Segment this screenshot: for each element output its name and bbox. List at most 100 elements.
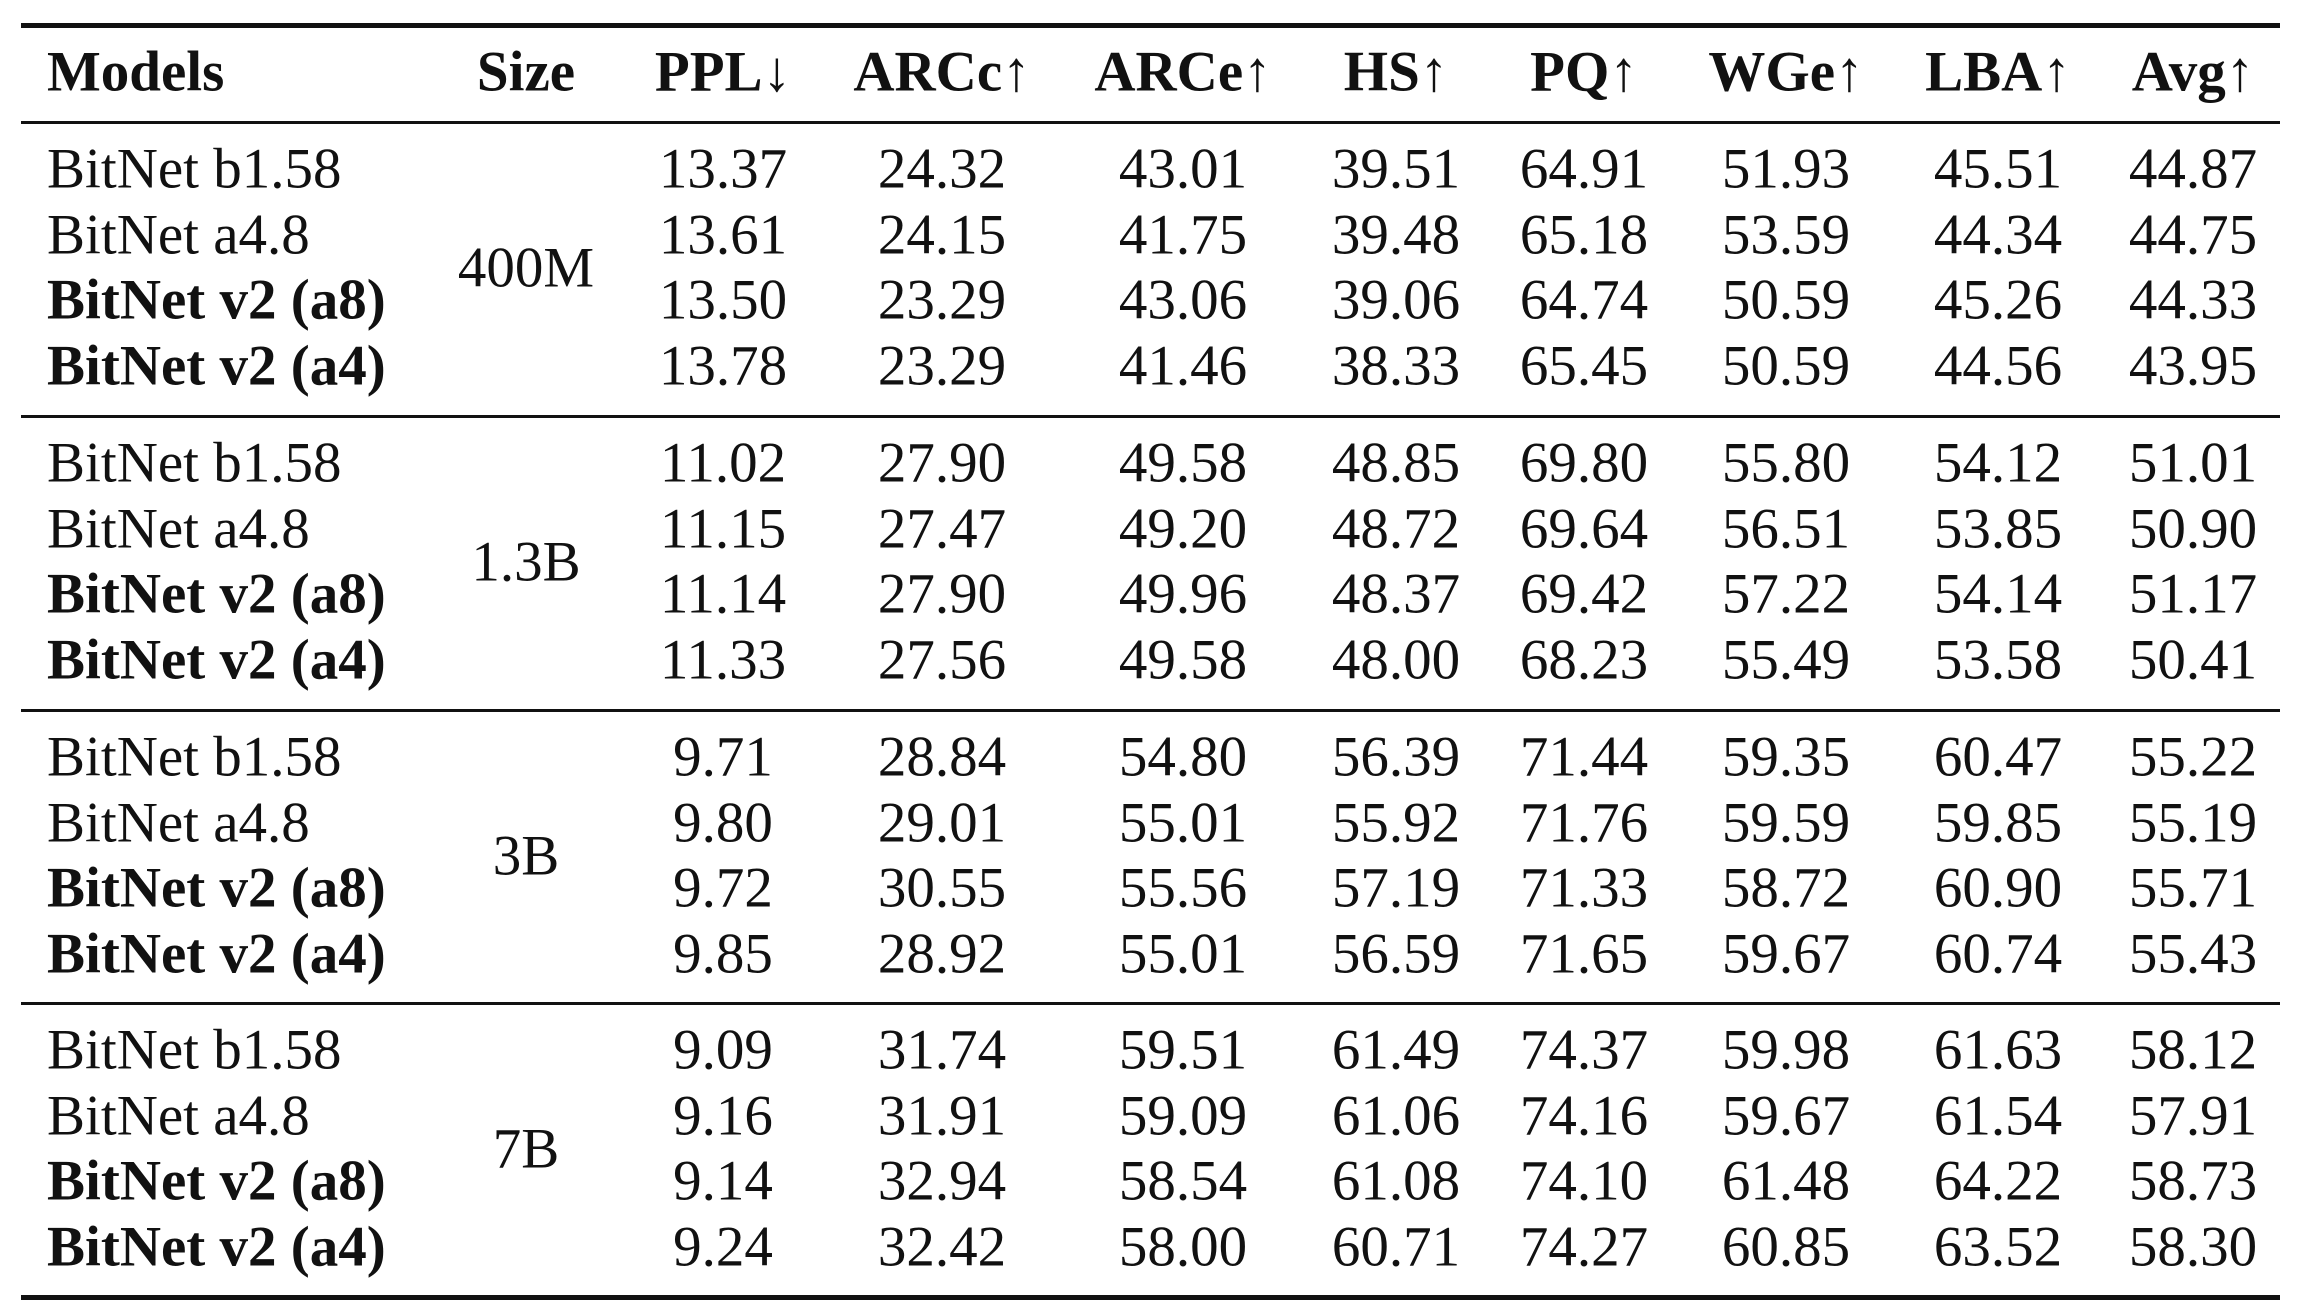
value-cell: 28.92 bbox=[877, 922, 1007, 986]
value-cell: 44.34 bbox=[1933, 203, 2063, 267]
value-cell: 71.76 bbox=[1519, 791, 1649, 855]
model-cell: BitNet v2 (a8) bbox=[47, 1149, 386, 1213]
header-cell: HS↑ bbox=[1343, 40, 1449, 104]
value-cell: 23.29 bbox=[877, 268, 1007, 332]
size-cell: 7B bbox=[492, 1117, 560, 1181]
value-cell: 58.72 bbox=[1721, 856, 1851, 920]
value-cell: 74.10 bbox=[1519, 1149, 1649, 1213]
value-cell: 27.90 bbox=[877, 562, 1007, 626]
value-cell: 55.43 bbox=[2128, 922, 2258, 986]
value-cell: 59.59 bbox=[1721, 791, 1851, 855]
value-cell: 55.22 bbox=[2128, 725, 2258, 789]
value-cell: 61.49 bbox=[1331, 1018, 1461, 1082]
rule bbox=[21, 22, 2280, 28]
value-cell: 57.91 bbox=[2128, 1084, 2258, 1148]
value-cell: 65.45 bbox=[1519, 334, 1649, 398]
value-cell: 50.59 bbox=[1721, 334, 1851, 398]
value-cell: 59.35 bbox=[1721, 725, 1851, 789]
value-cell: 71.65 bbox=[1519, 922, 1649, 986]
model-cell: BitNet a4.8 bbox=[47, 791, 310, 855]
value-cell: 57.22 bbox=[1721, 562, 1851, 626]
value-cell: 11.15 bbox=[659, 497, 787, 561]
model-cell: BitNet v2 (a4) bbox=[47, 922, 386, 986]
value-cell: 43.01 bbox=[1118, 137, 1248, 201]
value-cell: 27.47 bbox=[877, 497, 1007, 561]
header-cell: PQ↑ bbox=[1530, 40, 1638, 104]
header-cell: LBA↑ bbox=[1925, 40, 2071, 104]
value-cell: 49.20 bbox=[1118, 497, 1248, 561]
value-cell: 31.91 bbox=[877, 1084, 1007, 1148]
value-cell: 56.51 bbox=[1721, 497, 1851, 561]
value-cell: 49.58 bbox=[1118, 628, 1248, 692]
value-cell: 56.39 bbox=[1331, 725, 1461, 789]
value-cell: 64.22 bbox=[1933, 1149, 2063, 1213]
value-cell: 58.12 bbox=[2128, 1018, 2258, 1082]
value-cell: 48.00 bbox=[1331, 628, 1461, 692]
value-cell: 74.27 bbox=[1519, 1215, 1649, 1279]
value-cell: 60.71 bbox=[1331, 1215, 1461, 1279]
value-cell: 9.85 bbox=[673, 922, 773, 986]
model-cell: BitNet v2 (a4) bbox=[47, 1215, 386, 1279]
size-cell: 3B bbox=[492, 824, 560, 888]
size-cell: 1.3B bbox=[471, 530, 581, 594]
model-cell: BitNet b1.58 bbox=[47, 431, 342, 495]
rule bbox=[21, 1001, 2280, 1005]
value-cell: 54.80 bbox=[1118, 725, 1248, 789]
rule bbox=[21, 414, 2280, 418]
value-cell: 53.59 bbox=[1721, 203, 1851, 267]
value-cell: 50.41 bbox=[2128, 628, 2258, 692]
value-cell: 59.85 bbox=[1933, 791, 2063, 855]
header-cell: Avg↑ bbox=[2131, 40, 2255, 104]
value-cell: 61.06 bbox=[1331, 1084, 1461, 1148]
value-cell: 55.71 bbox=[2128, 856, 2258, 920]
value-cell: 28.84 bbox=[877, 725, 1007, 789]
value-cell: 9.71 bbox=[673, 725, 773, 789]
value-cell: 44.75 bbox=[2128, 203, 2258, 267]
value-cell: 71.44 bbox=[1519, 725, 1649, 789]
header-cell: PPL↓ bbox=[654, 40, 792, 104]
value-cell: 44.33 bbox=[2128, 268, 2258, 332]
value-cell: 50.90 bbox=[2128, 497, 2258, 561]
value-cell: 11.33 bbox=[659, 628, 787, 692]
value-cell: 44.56 bbox=[1933, 334, 2063, 398]
value-cell: 55.56 bbox=[1118, 856, 1248, 920]
value-cell: 39.48 bbox=[1331, 203, 1461, 267]
value-cell: 41.46 bbox=[1118, 334, 1248, 398]
header-cell: Models bbox=[47, 40, 225, 104]
value-cell: 64.74 bbox=[1519, 268, 1649, 332]
value-cell: 54.14 bbox=[1933, 562, 2063, 626]
header-cell: Size bbox=[476, 40, 576, 104]
model-cell: BitNet a4.8 bbox=[47, 203, 310, 267]
value-cell: 55.01 bbox=[1118, 791, 1248, 855]
value-cell: 53.58 bbox=[1933, 628, 2063, 692]
value-cell: 51.17 bbox=[2128, 562, 2258, 626]
value-cell: 55.01 bbox=[1118, 922, 1248, 986]
value-cell: 61.54 bbox=[1933, 1084, 2063, 1148]
model-cell: BitNet b1.58 bbox=[47, 725, 342, 789]
value-cell: 24.15 bbox=[877, 203, 1007, 267]
value-cell: 13.37 bbox=[658, 137, 788, 201]
value-cell: 13.78 bbox=[658, 334, 788, 398]
value-cell: 65.18 bbox=[1519, 203, 1649, 267]
value-cell: 61.08 bbox=[1331, 1149, 1461, 1213]
value-cell: 48.37 bbox=[1331, 562, 1461, 626]
value-cell: 56.59 bbox=[1331, 922, 1461, 986]
header-cell: WGe↑ bbox=[1708, 40, 1864, 104]
value-cell: 9.80 bbox=[673, 791, 773, 855]
size-cell: 400M bbox=[457, 236, 595, 300]
value-cell: 58.73 bbox=[2128, 1149, 2258, 1213]
value-cell: 69.64 bbox=[1519, 497, 1649, 561]
value-cell: 71.33 bbox=[1519, 856, 1649, 920]
value-cell: 43.06 bbox=[1118, 268, 1248, 332]
value-cell: 32.94 bbox=[877, 1149, 1007, 1213]
value-cell: 9.72 bbox=[673, 856, 773, 920]
value-cell: 64.91 bbox=[1519, 137, 1649, 201]
value-cell: 39.51 bbox=[1331, 137, 1461, 201]
value-cell: 27.56 bbox=[877, 628, 1007, 692]
value-cell: 59.67 bbox=[1721, 922, 1851, 986]
value-cell: 55.19 bbox=[2128, 791, 2258, 855]
model-cell: BitNet v2 (a8) bbox=[47, 562, 386, 626]
model-cell: BitNet b1.58 bbox=[47, 137, 342, 201]
value-cell: 31.74 bbox=[877, 1018, 1007, 1082]
value-cell: 63.52 bbox=[1933, 1215, 2063, 1279]
